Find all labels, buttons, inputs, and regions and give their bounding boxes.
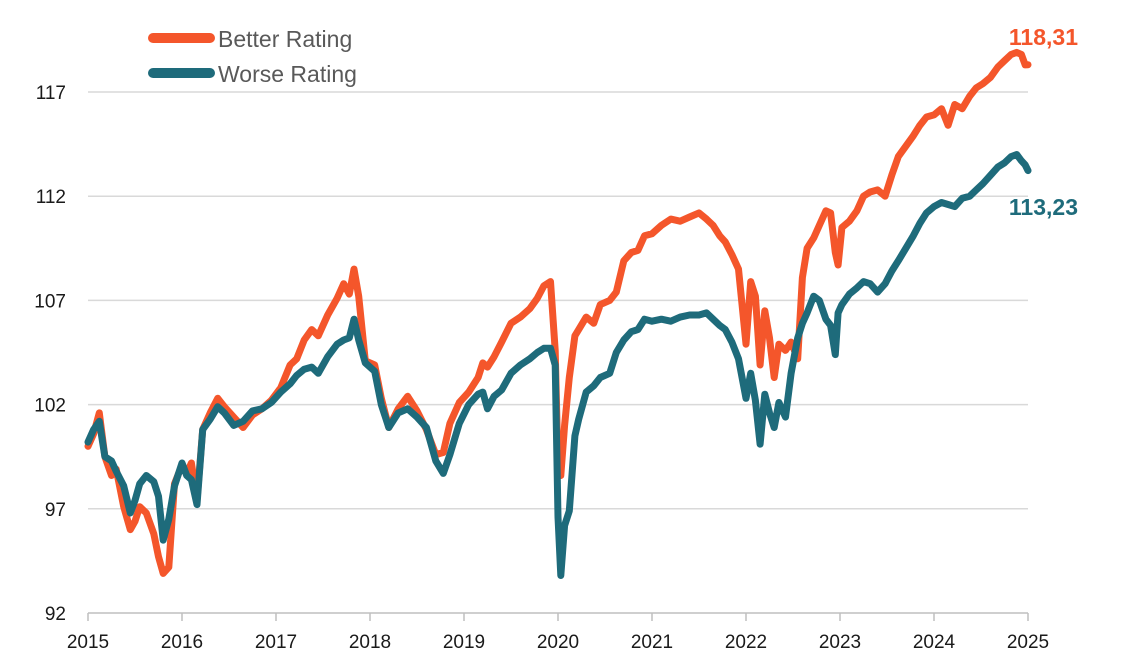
legend-label-better-rating: Better Rating [218, 26, 352, 52]
y-tick-label-97: 97 [45, 500, 66, 521]
x-tick-label-2024: 2024 [913, 632, 956, 653]
end-value-label-better-rating: 118,31 [1009, 24, 1078, 50]
x-tick-label-2020: 2020 [537, 632, 579, 653]
x-tick-label-2019: 2019 [443, 632, 485, 653]
series-line-better-rating [84, 48, 1032, 577]
axes [87, 612, 1029, 621]
series-line-worse-rating [84, 151, 1032, 579]
x-tick-label-2017: 2017 [255, 632, 297, 653]
x-tick-label-2021: 2021 [631, 632, 673, 653]
y-tick-label-102: 102 [34, 396, 66, 417]
x-tick-label-2018: 2018 [349, 632, 391, 653]
y-tick-label-117: 117 [36, 83, 66, 104]
x-tick-label-2023: 2023 [819, 632, 861, 653]
y-tick-label-112: 112 [36, 187, 66, 208]
tick-labels: 92 97 102 107 112 117 2015 2016 2017 2018 2019 2020… [34, 83, 1049, 653]
grid-lines [88, 91, 1028, 510]
y-tick-label-92: 92 [45, 604, 66, 625]
x-tick-label-2022: 2022 [725, 632, 767, 653]
y-tick-label-107: 107 [34, 291, 66, 312]
x-tick-label-2015: 2015 [67, 632, 109, 653]
x-tick-label-2016: 2016 [161, 632, 203, 653]
legend: Better Rating Worse Rating [148, 26, 357, 87]
legend-label-worse-rating: Worse Rating [218, 61, 357, 87]
end-value-label-worse-rating: 113,23 [1009, 194, 1078, 220]
series-lines [84, 48, 1032, 579]
x-tick-label-2025: 2025 [1007, 632, 1049, 653]
